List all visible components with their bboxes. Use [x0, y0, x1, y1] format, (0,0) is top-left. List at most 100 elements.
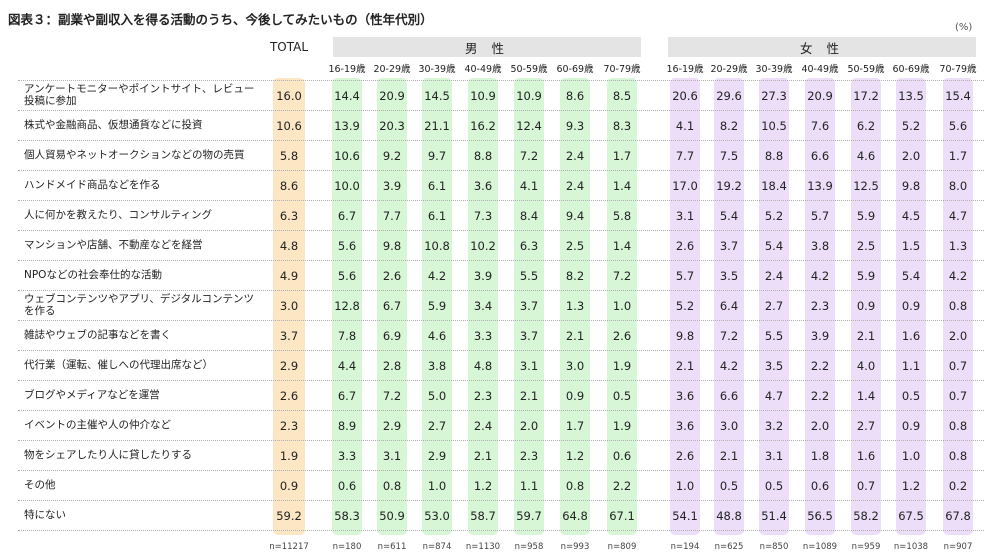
- row-label: 特にない: [24, 509, 66, 521]
- row-label: 株式や金融商品、仮想通貨などに投資: [24, 119, 203, 131]
- female-value-cell: 3.1: [764, 449, 784, 463]
- row-label: その他: [24, 479, 56, 491]
- female-value-cell: 3.5: [764, 359, 784, 373]
- female-value-cell: 20.6: [672, 89, 698, 103]
- female-value-cell: 15.4: [945, 89, 971, 103]
- age-label: 50-59歳: [510, 64, 548, 75]
- female-value-cell: 5.6: [948, 119, 968, 133]
- total-value-cell: 2.9: [279, 359, 299, 373]
- male-value-cell: 3.7: [519, 299, 539, 313]
- sample-size-label: n=907: [943, 542, 973, 552]
- row-label: 人に何かを教えたり、コンサルティング: [24, 209, 212, 221]
- male-value-cell: 59.7: [516, 509, 542, 523]
- page-title: 図表３：副業や副収入を得る活動のうち、今後してみたいもの（性年代別）: [8, 12, 433, 27]
- age-label: 16-19歳: [328, 64, 366, 75]
- female-value-cell: 6.6: [719, 389, 739, 403]
- female-column-bg: [851, 78, 881, 535]
- male-value-cell: 10.2: [470, 239, 496, 253]
- female-value-cell: 7.5: [719, 149, 739, 163]
- male-value-cell: 6.1: [427, 179, 447, 193]
- male-value-cell: 4.8: [473, 359, 493, 373]
- sample-size-label: n=1038: [893, 542, 929, 552]
- male-value-cell: 9.2: [382, 149, 402, 163]
- age-label: 60-69歳: [892, 64, 930, 75]
- male-value-cell: 6.9: [382, 329, 402, 343]
- male-value-cell: 3.7: [519, 329, 539, 343]
- male-value-cell: 6.1: [427, 209, 447, 223]
- total-value-cell: 1.9: [279, 449, 299, 463]
- female-value-cell: 1.3: [948, 239, 968, 253]
- female-value-cell: 9.8: [901, 179, 921, 193]
- male-value-cell: 7.2: [519, 149, 539, 163]
- female-value-cell: 0.8: [948, 299, 968, 313]
- male-value-cell: 3.9: [382, 179, 402, 193]
- female-value-cell: 6.2: [856, 119, 876, 133]
- row-separator: [18, 290, 984, 291]
- row-separator: [18, 110, 984, 111]
- male-value-cell: 16.2: [470, 119, 496, 133]
- sample-size-label: n=611: [377, 542, 407, 552]
- row-separator: [18, 530, 984, 531]
- total-value-cell: 5.8: [279, 149, 299, 163]
- row-separator: [18, 80, 984, 81]
- age-label: 30-39歳: [418, 64, 456, 75]
- male-value-cell: 64.8: [562, 509, 588, 523]
- female-value-cell: 0.9: [856, 299, 876, 313]
- female-value-cell: 6.6: [810, 149, 830, 163]
- female-value-cell: 1.5: [901, 239, 921, 253]
- female-value-cell: 10.5: [761, 119, 787, 133]
- male-value-cell: 5.6: [337, 239, 357, 253]
- total-value-cell: 0.9: [279, 479, 299, 493]
- female-value-cell: 67.8: [945, 509, 971, 523]
- age-label: 40-49歳: [464, 64, 502, 75]
- female-value-cell: 0.7: [856, 479, 876, 493]
- male-value-cell: 2.6: [612, 329, 632, 343]
- female-value-cell: 2.2: [810, 389, 830, 403]
- male-value-cell: 1.0: [427, 479, 447, 493]
- female-value-cell: 17.2: [853, 89, 879, 103]
- row-label: 物をシェアしたり人に貸したりする: [24, 449, 192, 461]
- male-value-cell: 3.9: [473, 269, 493, 283]
- male-value-cell: 6.7: [337, 389, 357, 403]
- male-value-cell: 0.9: [565, 389, 585, 403]
- female-value-cell: 3.6: [675, 389, 695, 403]
- male-value-cell: 13.9: [334, 119, 360, 133]
- male-value-cell: 2.1: [519, 389, 539, 403]
- male-value-cell: 9.7: [427, 149, 447, 163]
- male-value-cell: 14.5: [424, 89, 450, 103]
- sample-size-label: n=1130: [465, 542, 501, 552]
- female-value-cell: 7.6: [810, 119, 830, 133]
- sample-size-label: n=850: [759, 542, 789, 552]
- female-value-cell: 9.8: [675, 329, 695, 343]
- male-value-cell: 67.1: [609, 509, 635, 523]
- female-value-cell: 51.4: [761, 509, 787, 523]
- female-value-cell: 13.9: [807, 179, 833, 193]
- male-column-bg: [607, 78, 637, 535]
- male-value-cell: 5.5: [519, 269, 539, 283]
- male-value-cell: 3.1: [519, 359, 539, 373]
- male-value-cell: 2.8: [382, 359, 402, 373]
- female-value-cell: 0.6: [810, 479, 830, 493]
- age-label: 70-79歳: [603, 64, 641, 75]
- row-label: イベントの主催や人の仲介など: [24, 419, 171, 431]
- male-value-cell: 7.3: [473, 209, 493, 223]
- male-value-cell: 3.8: [427, 359, 447, 373]
- male-value-cell: 8.4: [519, 209, 539, 223]
- row-label: 代行業（運転、催しへの代理出席など）: [24, 359, 213, 371]
- male-value-cell: 21.1: [424, 119, 450, 133]
- male-value-cell: 1.2: [473, 479, 493, 493]
- female-value-cell: 2.0: [948, 329, 968, 343]
- female-value-cell: 3.2: [764, 419, 784, 433]
- male-value-cell: 1.9: [612, 359, 632, 373]
- total-header: TOTAL: [269, 40, 309, 54]
- row-separator: [18, 200, 984, 201]
- male-value-cell: 10.8: [424, 239, 450, 253]
- row-separator: [18, 350, 984, 351]
- female-value-cell: 0.5: [719, 479, 739, 493]
- male-value-cell: 0.8: [565, 479, 585, 493]
- female-value-cell: 4.1: [675, 119, 695, 133]
- male-value-cell: 58.7: [470, 509, 496, 523]
- male-value-cell: 2.7: [427, 419, 447, 433]
- male-value-cell: 3.1: [382, 449, 402, 463]
